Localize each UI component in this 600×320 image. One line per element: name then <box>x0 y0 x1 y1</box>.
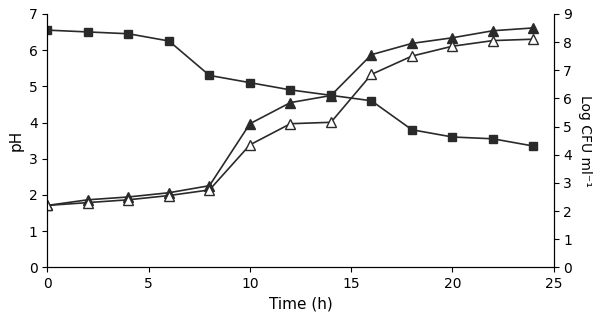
X-axis label: Time (h): Time (h) <box>269 297 332 312</box>
Y-axis label: Log CFU ml⁻¹: Log CFU ml⁻¹ <box>578 95 592 187</box>
Y-axis label: pH: pH <box>8 130 23 151</box>
